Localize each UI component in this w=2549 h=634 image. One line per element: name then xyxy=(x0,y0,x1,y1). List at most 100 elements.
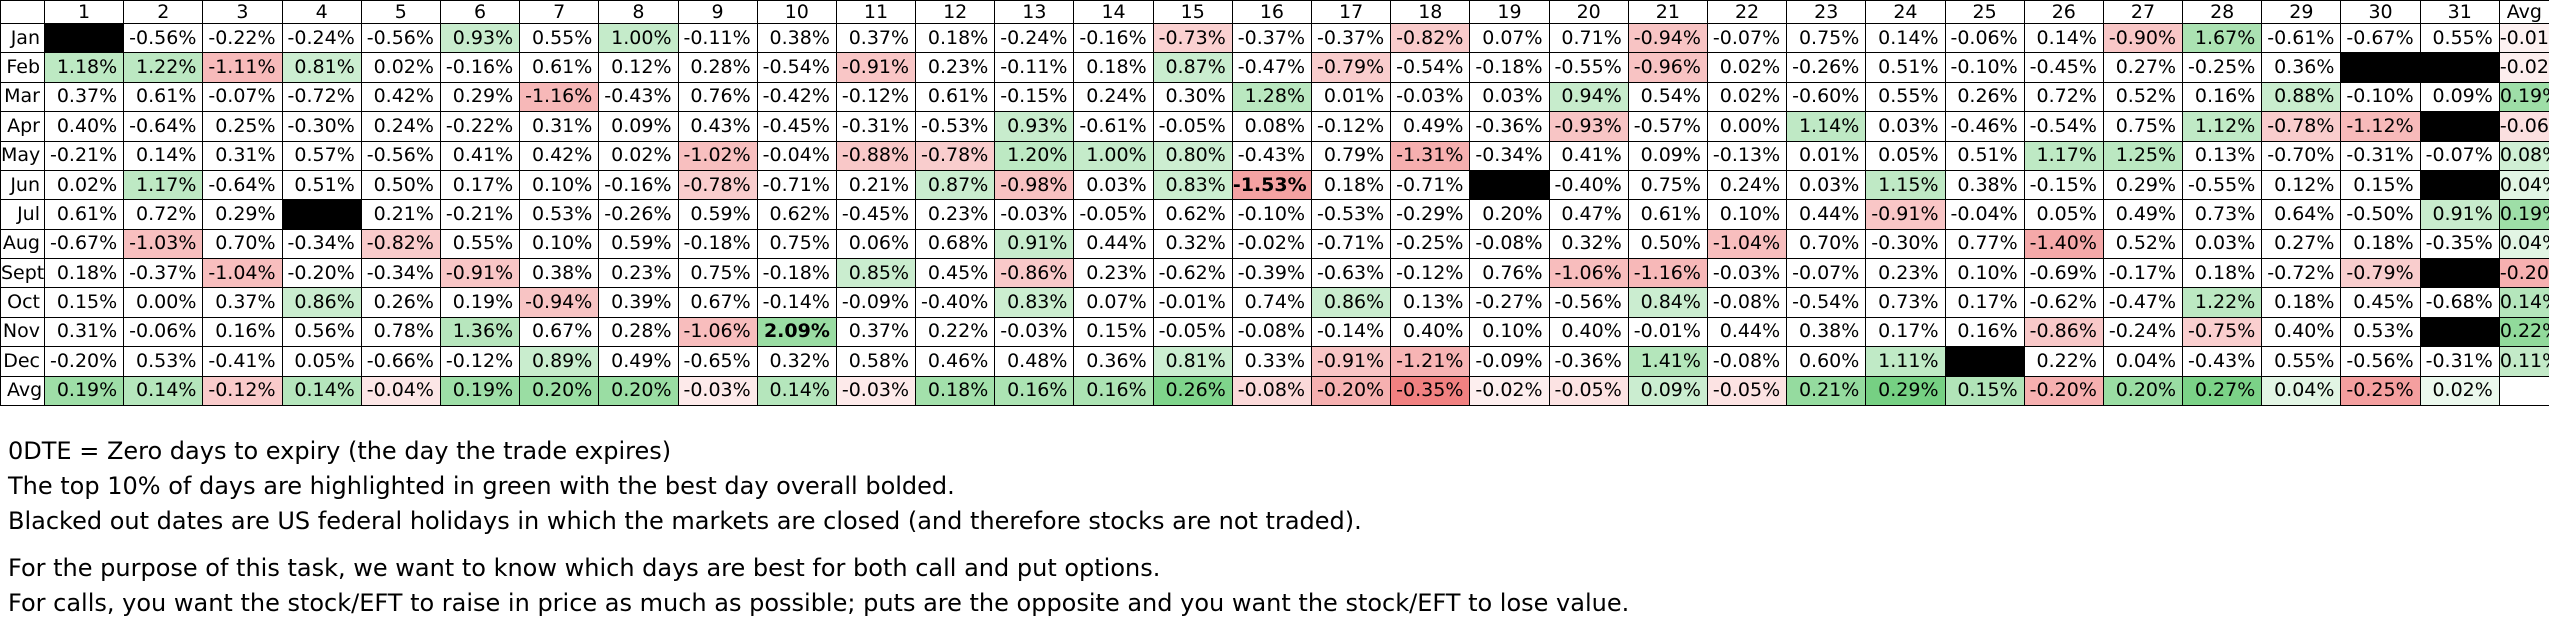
return-cell: 0.02% xyxy=(360,52,441,83)
return-cell: -0.18% xyxy=(756,257,837,289)
return-cell: -0.91% xyxy=(835,52,917,83)
return-cell: -0.79% xyxy=(1310,52,1392,83)
return-cell: -0.72% xyxy=(281,81,362,113)
return-cell: -0.02% xyxy=(1231,228,1313,260)
return-cell: -0.98% xyxy=(994,169,1075,201)
day-header: 21 xyxy=(1627,0,1708,24)
return-cell: 0.56% xyxy=(281,316,362,348)
return-cell: 0.44% xyxy=(1073,228,1154,260)
return-cell: -0.24% xyxy=(281,22,362,54)
return-cell: 0.22% xyxy=(915,316,996,348)
return-cell: -0.31% xyxy=(2419,346,2500,377)
day-header: 28 xyxy=(2182,0,2263,24)
return-cell: -0.20% xyxy=(281,257,362,289)
return-cell: 0.05% xyxy=(2023,199,2104,230)
return-cell: -1.04% xyxy=(202,257,283,289)
day-avg-cell: 0.04% xyxy=(2261,375,2342,406)
return-cell: 0.18% xyxy=(2182,257,2263,289)
return-cell: 0.94% xyxy=(1548,81,1629,113)
return-cell: -0.18% xyxy=(1469,52,1550,83)
return-cell: 0.44% xyxy=(1706,316,1788,348)
return-cell: 0.45% xyxy=(915,257,996,289)
return-cell: 0.87% xyxy=(1152,52,1233,83)
holiday-cell xyxy=(2419,316,2500,348)
return-cell: 0.02% xyxy=(1706,52,1788,83)
return-cell: 0.75% xyxy=(677,257,758,289)
return-cell: -0.62% xyxy=(2023,287,2104,318)
return-cell: -0.12% xyxy=(1390,257,1471,289)
return-cell: -0.08% xyxy=(1706,346,1788,377)
return-cell: 0.51% xyxy=(1865,52,1946,83)
return-cell: 0.79% xyxy=(1310,140,1392,171)
return-cell: 0.15% xyxy=(43,287,125,318)
return-cell: -1.31% xyxy=(1390,140,1471,171)
avg-header: Avg xyxy=(2498,0,2549,24)
return-cell: 0.53% xyxy=(519,199,600,230)
return-cell: -0.16% xyxy=(1073,22,1154,54)
return-cell: -0.79% xyxy=(2340,257,2421,289)
day-header: 7 xyxy=(519,0,600,24)
return-cell: 0.59% xyxy=(598,228,679,260)
day-avg-cell: 0.14% xyxy=(756,375,837,406)
return-cell: 0.59% xyxy=(677,199,758,230)
holiday-cell xyxy=(1944,346,2025,377)
return-cell: -0.67% xyxy=(43,228,125,260)
returns-table: 1 2 3 4 5 6 7 8 9 10 11 12 13 14 15 16 17 18 19 20 21 22 23 24 2… xyxy=(0,0,2549,406)
day-header: 25 xyxy=(1944,0,2025,24)
return-cell: -0.08% xyxy=(1469,228,1550,260)
return-cell: -0.24% xyxy=(994,22,1075,54)
month-label: Dec xyxy=(0,346,45,377)
day-header: 20 xyxy=(1548,0,1629,24)
day-avg-cell: -0.05% xyxy=(1706,375,1788,406)
day-avg-cell: -0.03% xyxy=(677,375,758,406)
return-cell: -0.55% xyxy=(1548,52,1629,83)
return-cell: 1.25% xyxy=(2102,140,2184,171)
return-cell: -0.26% xyxy=(598,199,679,230)
holiday-cell xyxy=(2419,52,2500,83)
return-cell: -0.57% xyxy=(1627,111,1708,142)
return-cell: -0.03% xyxy=(994,316,1075,348)
return-cell: -0.06% xyxy=(1944,22,2025,54)
return-cell: -0.62% xyxy=(1152,257,1233,289)
return-cell: -0.72% xyxy=(2261,257,2342,289)
day-header: 15 xyxy=(1152,0,1233,24)
day-header: 30 xyxy=(2340,0,2421,24)
return-cell: 0.14% xyxy=(1865,22,1946,54)
return-cell: -0.40% xyxy=(1548,169,1629,201)
return-cell: -1.16% xyxy=(1627,257,1708,289)
return-cell: -0.71% xyxy=(1390,169,1471,201)
return-cell: -0.31% xyxy=(2340,140,2421,171)
return-cell: 0.36% xyxy=(2261,52,2342,83)
holiday-cell xyxy=(2419,111,2500,142)
return-cell: 0.61% xyxy=(519,52,600,83)
return-cell: -0.05% xyxy=(1152,111,1233,142)
return-cell: -0.69% xyxy=(2023,257,2104,289)
notes-block: 0DTE = Zero days to expiry (the day the … xyxy=(8,434,2528,621)
return-cell: -1.16% xyxy=(519,81,600,113)
return-cell: -0.61% xyxy=(1073,111,1154,142)
return-cell: -0.07% xyxy=(202,81,283,113)
return-cell: 0.51% xyxy=(1944,140,2025,171)
return-cell: -0.64% xyxy=(202,169,283,201)
note-line: For calls, you want the stock/EFT to rai… xyxy=(8,589,1630,617)
return-cell: 0.17% xyxy=(439,169,521,201)
return-cell: -0.39% xyxy=(1231,257,1313,289)
return-cell: -0.56% xyxy=(1548,287,1629,318)
day-avg-cell: 0.26% xyxy=(1152,375,1233,406)
return-cell: 0.18% xyxy=(915,22,996,54)
return-cell: 0.02% xyxy=(598,140,679,171)
return-cell: 1.15% xyxy=(1865,169,1946,201)
return-cell: 0.51% xyxy=(281,169,362,201)
return-cell: 0.81% xyxy=(1152,346,1233,377)
return-cell: -0.68% xyxy=(2419,287,2500,318)
return-cell: 0.15% xyxy=(1073,316,1154,348)
return-cell: -0.94% xyxy=(519,287,600,318)
return-cell: 0.19% xyxy=(439,287,521,318)
header-row: 1 2 3 4 5 6 7 8 9 10 11 12 13 14 15 16 17 18 19 20 21 22 23 24 2… xyxy=(0,0,2549,24)
return-cell: 0.02% xyxy=(1706,81,1788,113)
return-cell: 0.61% xyxy=(915,81,996,113)
return-cell: -0.30% xyxy=(1865,228,1946,260)
return-cell: -0.47% xyxy=(1231,52,1313,83)
return-cell: -0.03% xyxy=(1390,81,1471,113)
return-cell: 0.12% xyxy=(598,52,679,83)
